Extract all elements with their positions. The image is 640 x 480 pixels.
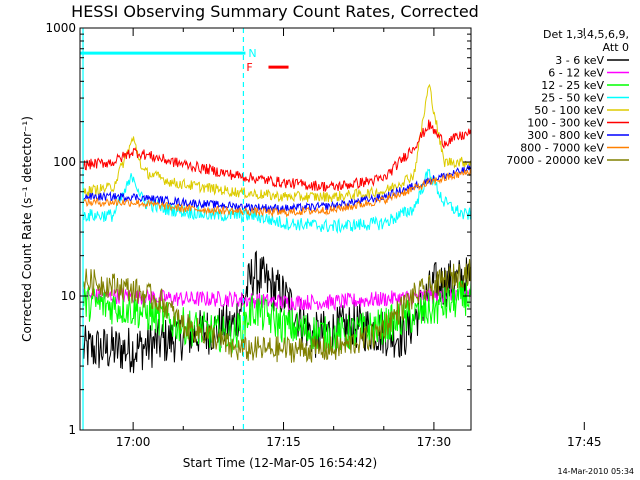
x-axis-label: Start Time (12-Mar-05 16:54:42) (183, 456, 377, 470)
legend-label-5: 100 - 300 keV (527, 117, 604, 130)
legend-label-4: 50 - 100 keV (534, 104, 604, 117)
x-tick-label-1: 17:15 (266, 435, 301, 449)
legend-label-3: 25 - 50 keV (541, 92, 604, 105)
legend-label-6: 300 - 800 keV (527, 129, 604, 142)
series-line-2 (82, 276, 471, 355)
legend-label-2: 12 - 25 keV (541, 79, 604, 92)
series-line-5 (82, 119, 471, 193)
axis-layer: 17:0017:1517:3017:4518:0018:1518:3011010… (45, 21, 602, 449)
legend-label-8: 7000 - 20000 keV (506, 154, 604, 167)
y-tick-label-0: 1 (68, 423, 76, 437)
flag-label-0: N (248, 47, 256, 60)
series-line-4 (82, 83, 471, 203)
flag-label-1: F (246, 61, 252, 74)
series-line-6 (82, 163, 471, 214)
footer-date: 14-Mar-2010 05:34 (558, 467, 635, 476)
y-axis-label: Corrected Count Rate (s⁻¹ detector⁻¹) (20, 116, 34, 342)
legend-header-line1: Det 1,3,4,5,6,9, (543, 28, 629, 41)
series-line-3 (82, 168, 471, 234)
x-tick-label-0: 17:00 (116, 435, 151, 449)
legend-label-7: 800 - 7000 keV (520, 142, 604, 155)
series-line-7 (82, 168, 471, 218)
x-tick-label-2: 17:30 (417, 435, 452, 449)
marker-layer: NFS (80, 28, 289, 430)
y-tick-label-2: 100 (53, 155, 76, 169)
y-tick-label-1: 10 (61, 289, 76, 303)
legend-label-1: 6 - 12 keV (548, 67, 604, 80)
legend-header-line2: Att 0 (603, 41, 629, 54)
series-line-8 (82, 258, 471, 363)
y-tick-label-3: 1000 (45, 21, 76, 35)
x-tick-label-3: 17:45 (567, 435, 602, 449)
chart-title: HESSI Observing Summary Count Rates, Cor… (71, 2, 479, 21)
series-layer (82, 83, 471, 374)
legend-label-0: 3 - 6 keV (555, 54, 604, 67)
plot-frame (79, 27, 472, 431)
